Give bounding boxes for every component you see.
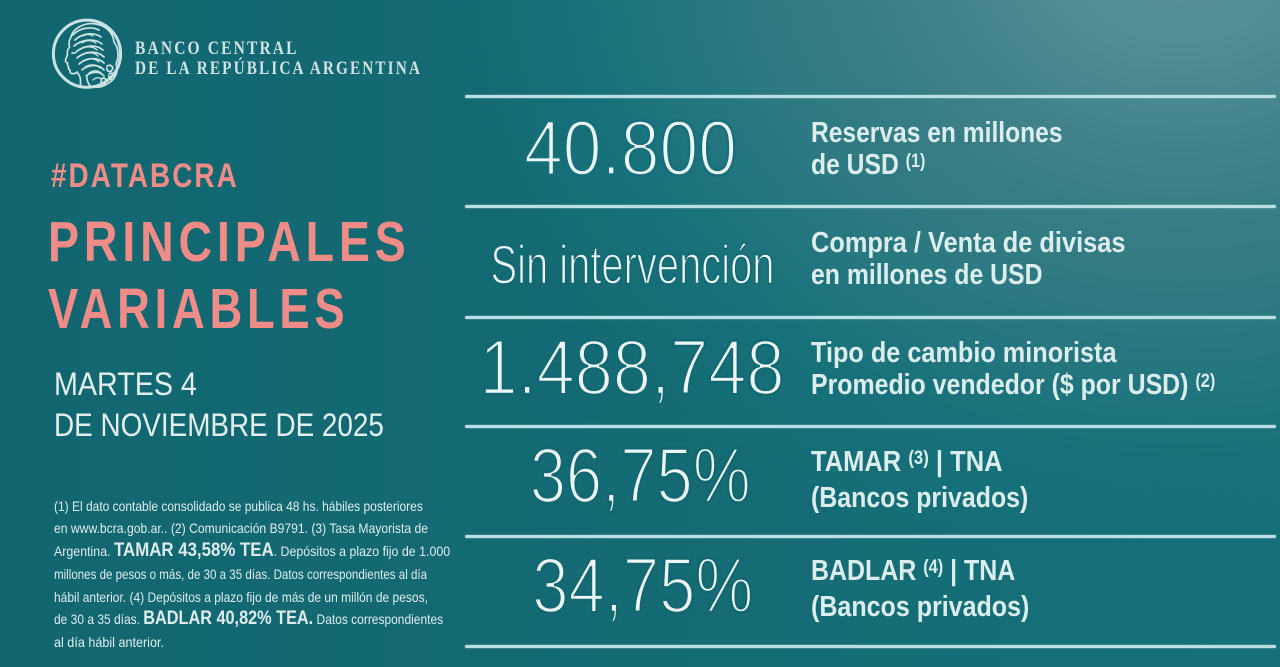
svg-text:1.488,748: 1.488,748 [480,323,785,411]
svg-text:34,75%: 34,75% [532,541,753,629]
svg-text:Sin intervención: Sin intervención [491,234,775,296]
svg-text:40.800: 40.800 [524,104,737,192]
svg-text:36,75%: 36,75% [530,431,751,519]
